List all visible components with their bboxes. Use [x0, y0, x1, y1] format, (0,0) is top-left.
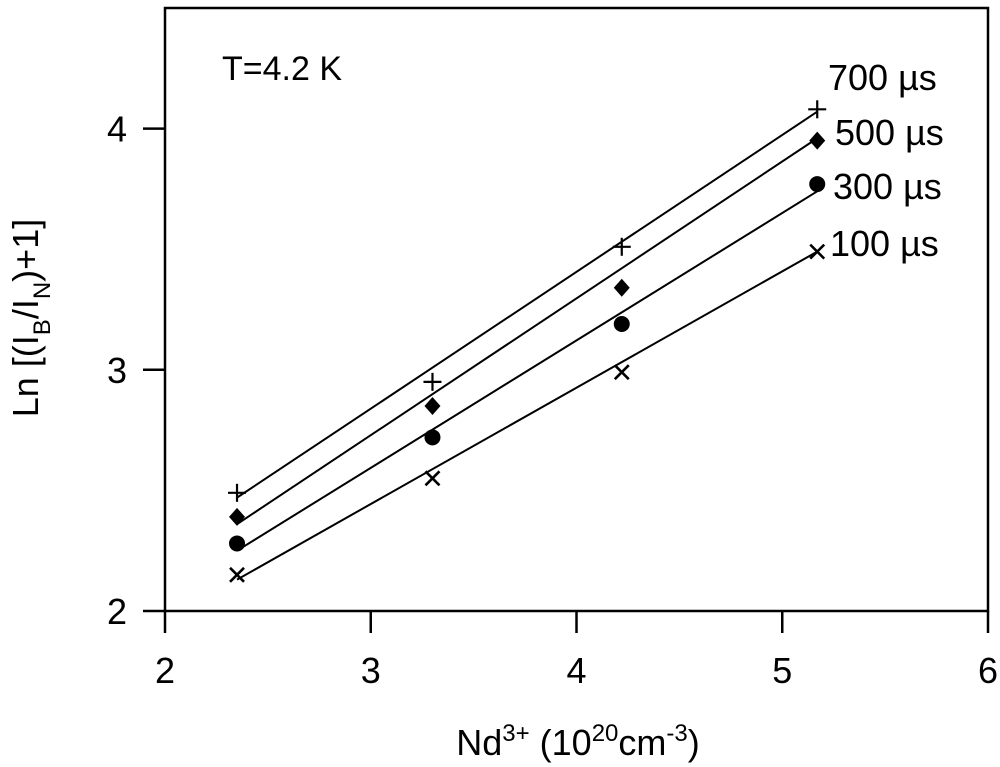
data-point	[424, 396, 441, 415]
legend-entry: 300 µs	[833, 166, 942, 207]
x-tick-label: 4	[566, 650, 586, 691]
data-point	[228, 483, 247, 502]
axis-ticks: 2 3 4 5 6 2 3 4	[107, 109, 998, 691]
data-point	[423, 372, 442, 391]
legend-entry: 100 µs	[830, 223, 939, 264]
data-point	[229, 535, 246, 552]
y-axis-label: Ln [(IB/IN)+1]	[5, 219, 56, 417]
data-markers	[228, 100, 827, 583]
y-tick-label: 4	[107, 109, 127, 150]
data-point	[808, 100, 827, 119]
data-point	[809, 131, 826, 150]
x-tick-label: 3	[361, 650, 381, 691]
data-point	[229, 507, 246, 526]
temperature-annotation: T=4.2 K	[222, 50, 342, 88]
legend-entry: 500 µs	[835, 112, 944, 153]
legend: 700 µs 500 µs 300 µs 100 µs	[828, 57, 944, 264]
legend-entry: 700 µs	[828, 57, 937, 98]
data-point	[809, 176, 826, 193]
data-point	[424, 470, 441, 487]
data-point	[612, 237, 631, 256]
y-tick-label: 3	[107, 350, 127, 391]
fit-lines	[236, 110, 818, 581]
x-tick-label: 5	[772, 650, 792, 691]
fit-line	[236, 250, 818, 581]
x-tick-label: 6	[978, 650, 998, 691]
fit-line	[236, 137, 818, 526]
fit-line	[236, 110, 818, 499]
data-point	[424, 429, 441, 446]
fit-line	[236, 190, 818, 552]
plot-frame	[163, 6, 990, 613]
x-axis-label: Nd3+ (1020cm-3)	[456, 720, 700, 763]
data-point	[809, 243, 826, 260]
data-point	[613, 364, 630, 381]
x-tick-label: 2	[155, 650, 175, 691]
data-point	[613, 278, 630, 297]
y-tick-label: 2	[107, 591, 127, 632]
data-point	[613, 315, 630, 332]
data-point	[229, 566, 245, 583]
